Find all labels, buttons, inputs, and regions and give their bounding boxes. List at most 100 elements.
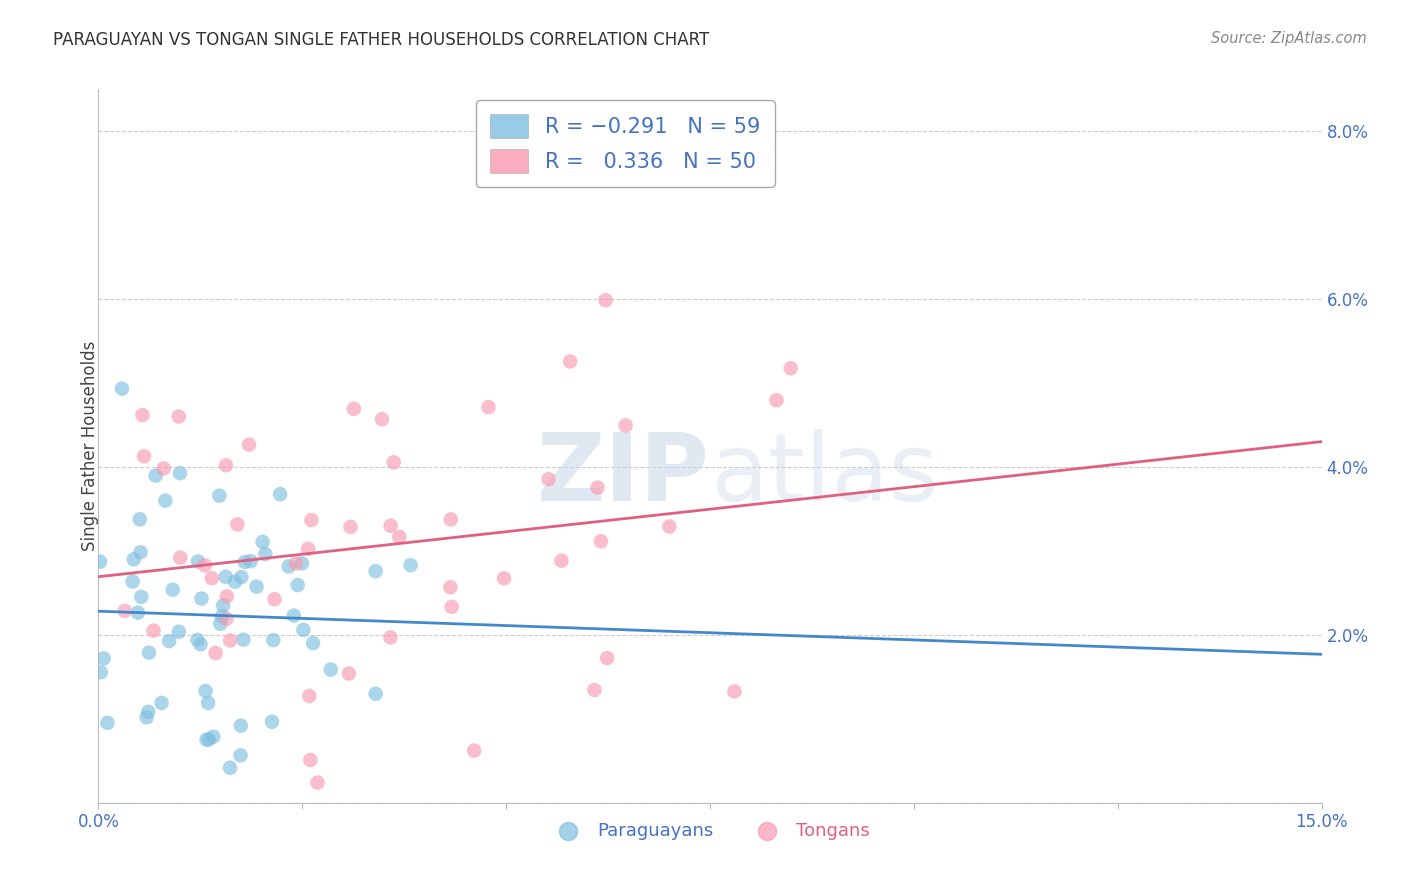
Point bbox=[297, 541, 319, 556]
Point bbox=[145, 468, 167, 483]
Point bbox=[399, 558, 422, 573]
Point bbox=[226, 517, 249, 532]
Point bbox=[150, 696, 173, 710]
Point bbox=[440, 512, 463, 526]
Point bbox=[194, 558, 217, 573]
Point bbox=[765, 393, 787, 408]
Point bbox=[319, 663, 342, 677]
Point bbox=[291, 557, 314, 571]
Point bbox=[93, 651, 115, 665]
Point bbox=[135, 710, 157, 724]
Point bbox=[232, 632, 254, 647]
Point bbox=[132, 450, 155, 464]
Point bbox=[299, 753, 322, 767]
Y-axis label: Single Father Households: Single Father Households bbox=[82, 341, 98, 551]
Point bbox=[155, 493, 177, 508]
Point bbox=[252, 534, 274, 549]
Point bbox=[283, 608, 305, 623]
Point bbox=[219, 633, 242, 648]
Point bbox=[128, 512, 150, 526]
Point bbox=[186, 632, 208, 647]
Point bbox=[194, 684, 217, 698]
Point bbox=[152, 461, 174, 475]
Text: Source: ZipAtlas.com: Source: ZipAtlas.com bbox=[1211, 31, 1367, 46]
Point bbox=[439, 580, 461, 594]
Point bbox=[262, 633, 284, 648]
Point bbox=[583, 682, 606, 697]
Point bbox=[302, 636, 325, 650]
Point bbox=[190, 637, 212, 651]
Point bbox=[292, 623, 315, 637]
Point bbox=[190, 591, 212, 606]
Point bbox=[229, 719, 252, 733]
Point bbox=[263, 592, 285, 607]
Point bbox=[287, 578, 309, 592]
Point bbox=[169, 550, 191, 565]
Point bbox=[380, 518, 402, 533]
Point bbox=[169, 467, 191, 481]
Point bbox=[337, 666, 360, 681]
Point bbox=[277, 559, 299, 574]
Point bbox=[463, 744, 485, 758]
Point bbox=[239, 554, 262, 568]
Point bbox=[779, 361, 801, 376]
Point bbox=[238, 437, 260, 451]
Point bbox=[198, 732, 221, 747]
Point bbox=[142, 624, 165, 638]
Point bbox=[364, 564, 387, 578]
Point bbox=[307, 775, 329, 789]
Point bbox=[129, 590, 152, 604]
Point bbox=[195, 732, 218, 747]
Point bbox=[589, 534, 612, 549]
Point bbox=[388, 530, 411, 544]
Point bbox=[614, 418, 637, 433]
Point bbox=[254, 547, 277, 561]
Point bbox=[284, 557, 307, 571]
Point bbox=[204, 646, 226, 660]
Point bbox=[233, 555, 256, 569]
Point bbox=[122, 552, 145, 566]
Point bbox=[596, 651, 619, 665]
Point bbox=[231, 570, 253, 584]
Point bbox=[298, 689, 321, 703]
Point bbox=[162, 582, 184, 597]
Point bbox=[215, 458, 238, 473]
Point bbox=[550, 554, 572, 568]
Point bbox=[560, 354, 582, 368]
Point bbox=[339, 520, 361, 534]
Point bbox=[90, 665, 112, 680]
Point bbox=[167, 624, 190, 639]
Point bbox=[229, 748, 252, 763]
Point bbox=[209, 616, 232, 631]
Point bbox=[658, 519, 681, 533]
Point bbox=[382, 455, 405, 469]
Point bbox=[215, 590, 238, 604]
Point bbox=[197, 696, 219, 710]
Point bbox=[208, 489, 231, 503]
Point bbox=[380, 631, 402, 645]
Point bbox=[245, 580, 267, 594]
Point bbox=[138, 646, 160, 660]
Point bbox=[201, 571, 224, 585]
Point bbox=[96, 715, 118, 730]
Point bbox=[129, 545, 152, 559]
Point bbox=[202, 730, 225, 744]
Point bbox=[343, 401, 366, 416]
Point bbox=[371, 412, 394, 426]
Point bbox=[595, 293, 617, 308]
Point bbox=[114, 604, 136, 618]
Text: ZIP: ZIP bbox=[537, 428, 710, 521]
Point bbox=[440, 599, 463, 614]
Point bbox=[157, 634, 180, 648]
Point bbox=[121, 574, 143, 589]
Point bbox=[89, 555, 111, 569]
Point bbox=[299, 513, 322, 527]
Legend: Paraguayans, Tongans: Paraguayans, Tongans bbox=[543, 815, 877, 847]
Point bbox=[187, 554, 209, 568]
Point bbox=[364, 687, 387, 701]
Point bbox=[269, 487, 291, 501]
Point bbox=[537, 472, 560, 486]
Point bbox=[131, 408, 153, 422]
Point bbox=[723, 684, 745, 698]
Point bbox=[477, 400, 499, 414]
